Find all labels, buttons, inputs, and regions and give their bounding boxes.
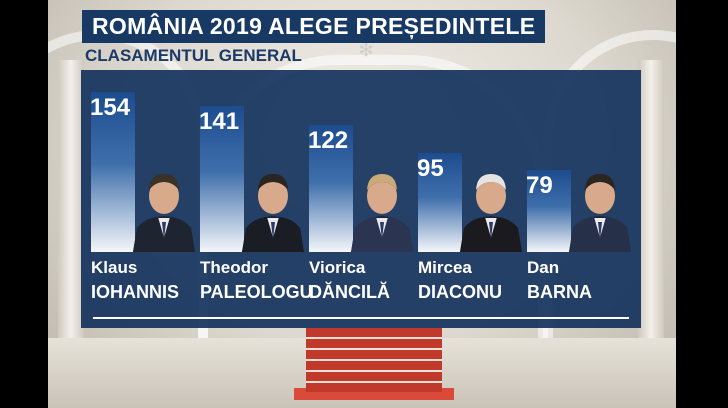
red-carpet-stairs bbox=[306, 328, 442, 392]
candidate-first-name: Viorica bbox=[309, 258, 366, 277]
candidate-last-name: PALEOLOGU bbox=[200, 282, 313, 302]
bar-4 bbox=[418, 153, 462, 252]
candidate-first-name: Klaus bbox=[91, 258, 138, 277]
bar-2 bbox=[200, 106, 244, 252]
background-pillar bbox=[638, 60, 664, 350]
candidate-photo-icon bbox=[351, 174, 413, 252]
bar-1 bbox=[91, 92, 135, 252]
candidate-first-name: Dan bbox=[527, 258, 560, 277]
candidate-first-name: Mircea bbox=[418, 258, 472, 277]
data-label: 122 bbox=[308, 127, 349, 154]
data-label: 95 bbox=[417, 155, 444, 182]
candidate-photo-icon bbox=[133, 174, 195, 252]
candidate-last-name: IOHANNIS bbox=[91, 282, 180, 302]
chandelier-icon: ✻ bbox=[358, 40, 374, 60]
candidate-last-name: DIACONU bbox=[418, 282, 502, 302]
chart-title: ROMÂNIA 2019 ALEGE PREȘEDINTELE bbox=[92, 13, 536, 39]
chart-panel: 154 Klaus IOHANNIS 141 Theodor PALEOLOGU 122 Vi… bbox=[81, 70, 641, 328]
candidate-last-name: DĂNCILĂ bbox=[309, 282, 390, 302]
bar-5 bbox=[527, 170, 571, 252]
background-pillar bbox=[58, 60, 84, 350]
bar-3 bbox=[309, 125, 353, 252]
chart-subtitle: CLASAMENTUL GENERAL bbox=[85, 46, 302, 65]
divider-line bbox=[93, 317, 629, 319]
candidate-photo-icon bbox=[242, 174, 304, 252]
candidate-first-name: Theodor bbox=[200, 258, 268, 277]
candidate-last-name: BARNA bbox=[527, 282, 592, 302]
data-label: 141 bbox=[199, 108, 240, 135]
data-label: 79 bbox=[526, 172, 553, 199]
candidate-photo-icon bbox=[460, 174, 522, 252]
candidate-photo-icon bbox=[569, 174, 631, 252]
title-banner: ROMÂNIA 2019 ALEGE PREȘEDINTELE bbox=[82, 10, 546, 43]
data-label: 154 bbox=[90, 94, 131, 121]
